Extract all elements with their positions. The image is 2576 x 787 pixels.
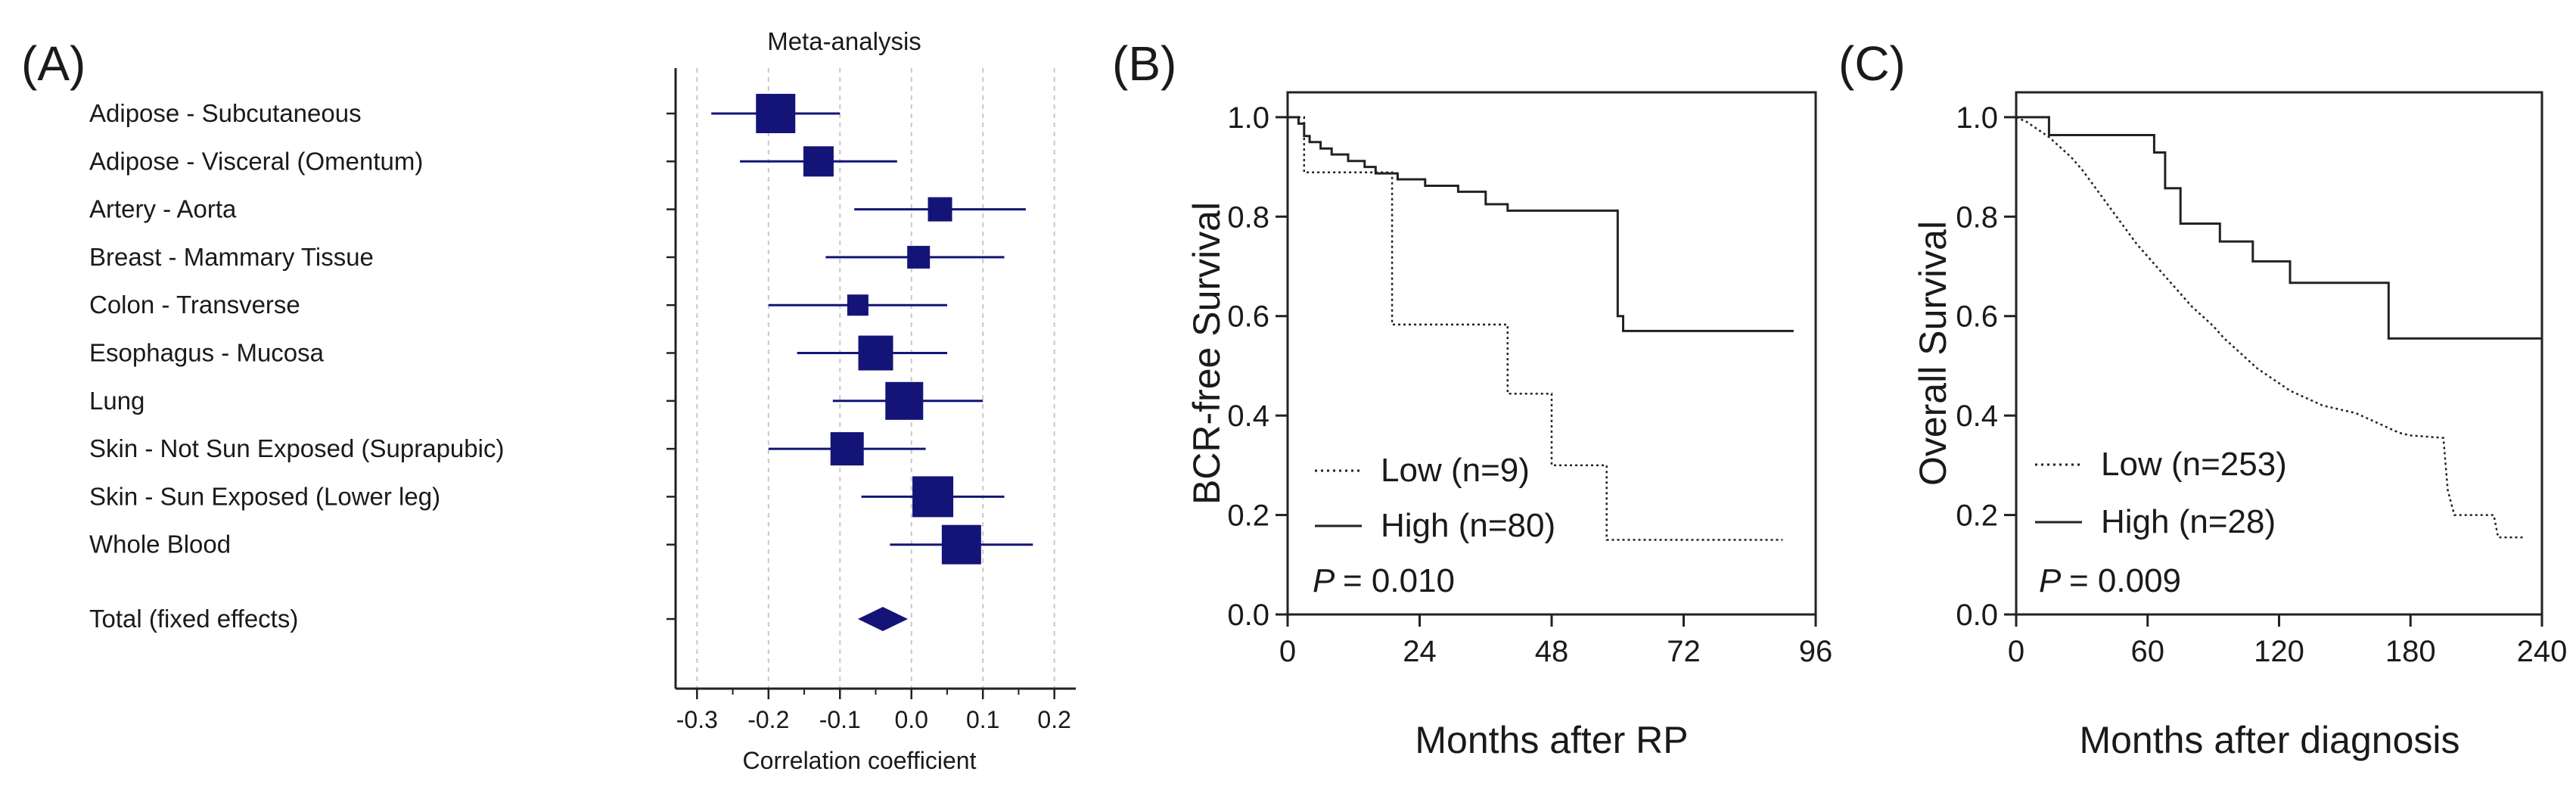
km-x-tick-label: 120 [2254, 635, 2304, 668]
forest-gridlines [696, 68, 1055, 689]
km-y-tick-label: 0.0 [1227, 599, 1269, 632]
forest-estimate-marker [756, 94, 796, 133]
km-b-legend-low: Low (n=9) [1381, 452, 1530, 489]
forest-x-tick-label: -0.2 [747, 706, 789, 733]
forest-row-label: Lung [89, 387, 144, 415]
forest-row-label: Breast - Mammary Tissue [89, 243, 374, 271]
km-y-tick-label: 1.0 [1227, 101, 1269, 135]
km-plot-c: 0.0 0.2 0.4 0.6 0.8 1.0 0 60 120 180 240 Months af… [1912, 91, 2567, 761]
km-curve-high [2016, 116, 2542, 340]
km-y-tick-label: 0.4 [1956, 400, 1998, 433]
forest-estimate-marker [928, 197, 952, 222]
forest-row-label: Colon - Transverse [89, 291, 300, 319]
forest-row-label: Adipose - Subcutaneous [89, 99, 362, 127]
km-y-tick-label: 1.0 [1956, 101, 1998, 135]
km-b-legend-high: High (n=80) [1381, 507, 1555, 544]
km-curve-high [1288, 116, 1794, 332]
forest-title: Meta-analysis [767, 27, 921, 55]
km-y-tick-label: 0.2 [1227, 499, 1269, 533]
km-c-legend-low: Low (n=253) [2101, 446, 2287, 483]
km-y-tick-label: 0.6 [1956, 300, 1998, 334]
km-y-tick-label: 0.0 [1956, 599, 1998, 632]
km-c-p-label: P [2039, 562, 2062, 599]
forest-estimate-marker [907, 245, 931, 269]
km-y-tick-label: 0.8 [1956, 201, 1998, 234]
km-x-tick-label: 240 [2517, 635, 2568, 668]
km-b-ticks: 0.0 0.2 0.4 0.6 0.8 1.0 0 24 48 72 96 [1227, 101, 1832, 668]
forest-x-tick-label: 0.1 [966, 706, 999, 733]
forest-estimate-marker [912, 476, 954, 518]
forest-row-label: Adipose - Visceral (Omentum) [89, 147, 423, 175]
forest-estimate-marker [858, 335, 893, 371]
km-x-tick-label: 180 [2385, 635, 2436, 668]
forest-x-axis-label: Correlation coefficient [743, 747, 977, 774]
km-b-x-axis-label: Months after RP [1415, 719, 1688, 761]
panel-label-a: (A) [21, 36, 85, 91]
km-x-tick-label: 60 [2131, 635, 2165, 668]
km-c-y-axis-label: Overall Survival [1912, 221, 1954, 486]
km-b-p-label: P [1313, 562, 1335, 599]
km-c-frame [2015, 91, 2543, 616]
km-y-tick-label: 0.2 [1956, 499, 1998, 533]
forest-row-label: Esophagus - Mucosa [89, 339, 325, 367]
forest-x-tick-label: -0.1 [819, 706, 861, 733]
km-y-tick-label: 0.4 [1227, 400, 1269, 433]
km-c-curves [2015, 116, 2542, 539]
forest-row-label: Artery - Aorta [89, 195, 237, 223]
km-x-tick-label: 96 [1799, 635, 1833, 668]
forest-plot: Meta-analysis Adipose - SubcutaneousAdip… [89, 27, 1076, 774]
forest-total-label: Total (fixed effects) [89, 605, 298, 633]
forest-x-tick-label: 0.0 [894, 706, 928, 733]
km-x-tick-label: 24 [1403, 635, 1437, 668]
km-y-tick-label: 0.8 [1227, 201, 1269, 234]
km-x-tick-label: 48 [1535, 635, 1569, 668]
km-c-x-axis-label: Months after diagnosis [2079, 719, 2459, 761]
km-y-tick-label: 0.6 [1227, 300, 1269, 334]
forest-total-diamond [857, 607, 909, 631]
forest-axis: -0.3 -0.2 -0.1 0.0 0.1 0.2 [667, 68, 1076, 733]
km-b-y-axis-label: BCR-free Survival [1185, 202, 1228, 505]
forest-x-tick-label: 0.2 [1037, 706, 1070, 733]
km-curve-low [2015, 116, 2525, 539]
panel-label-c: (C) [1838, 36, 1906, 91]
forest-estimate-marker [830, 432, 864, 466]
km-b-curves [1288, 116, 1794, 541]
km-c-ticks: 0.0 0.2 0.4 0.6 0.8 1.0 0 60 120 180 240 [1956, 101, 2567, 668]
forest-rows: Adipose - Subcutaneous Adipose - Visceral… [89, 94, 1033, 633]
km-c-p-value: = 0.009 [2069, 562, 2181, 599]
forest-row-label: Whole Blood [89, 530, 231, 558]
forest-estimate-marker [885, 381, 924, 420]
panel-label-b: (B) [1112, 36, 1176, 91]
km-plot-b: 0.0 0.2 0.4 0.6 0.8 1.0 0 24 48 72 96 Months after… [1185, 91, 1832, 761]
km-x-tick-label: 0 [1279, 635, 1296, 668]
km-b-p-value: = 0.010 [1343, 562, 1455, 599]
forest-row-label: Skin - Sun Exposed (Lower leg) [89, 482, 440, 510]
km-x-tick-label: 72 [1667, 635, 1701, 668]
forest-row-label: Skin - Not Sun Exposed (Suprapubic) [89, 434, 504, 462]
km-curve-low [1288, 116, 1783, 541]
forest-estimate-marker [941, 524, 981, 565]
forest-estimate-marker [803, 146, 834, 177]
km-x-tick-label: 0 [2008, 635, 2024, 668]
forest-estimate-marker [847, 294, 869, 316]
forest-x-tick-label: -0.3 [676, 706, 718, 733]
km-c-legend-high: High (n=28) [2101, 503, 2276, 540]
